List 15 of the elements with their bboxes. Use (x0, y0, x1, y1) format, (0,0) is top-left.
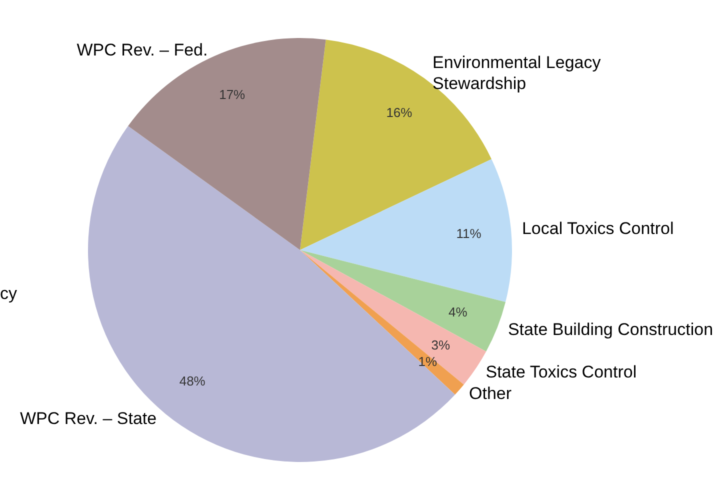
slice-label: WPC Rev. – Fed. (76, 40, 208, 60)
data-label: 1% (418, 354, 438, 370)
data-label: 4% (448, 304, 468, 320)
slice-label: Other (469, 384, 512, 404)
slice-label: Local Toxics Control (522, 219, 674, 238)
data-label: 48% (179, 374, 206, 389)
data-label: 16% (386, 104, 413, 120)
data-label: 3% (431, 337, 450, 352)
text: cy (0, 284, 18, 303)
slice-label: Environmental Legacy Stewardship (432, 53, 602, 94)
data-label: 11% (456, 226, 482, 241)
slice-label: State Toxics Control (486, 362, 637, 382)
slice-label: WPC Rev. – State (20, 408, 157, 428)
data-label: 17% (219, 87, 246, 102)
slice-label: State Building Construction (508, 320, 714, 340)
